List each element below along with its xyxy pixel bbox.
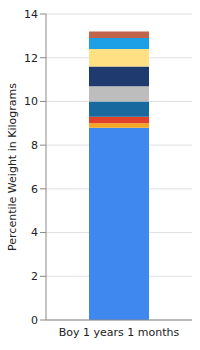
svg-text:2: 2 — [31, 270, 38, 283]
svg-text:14: 14 — [24, 8, 38, 21]
svg-text:Percentile Weight in Kilograms: Percentile Weight in Kilograms — [8, 83, 19, 251]
svg-text:12: 12 — [24, 52, 38, 65]
svg-text:6: 6 — [31, 183, 38, 196]
svg-text:8: 8 — [31, 139, 38, 152]
svg-text:4: 4 — [31, 226, 38, 239]
svg-text:10: 10 — [24, 95, 38, 108]
svg-text:Boy 1 years 1 months: Boy 1 years 1 months — [59, 326, 180, 339]
svg-text:0: 0 — [31, 314, 38, 327]
